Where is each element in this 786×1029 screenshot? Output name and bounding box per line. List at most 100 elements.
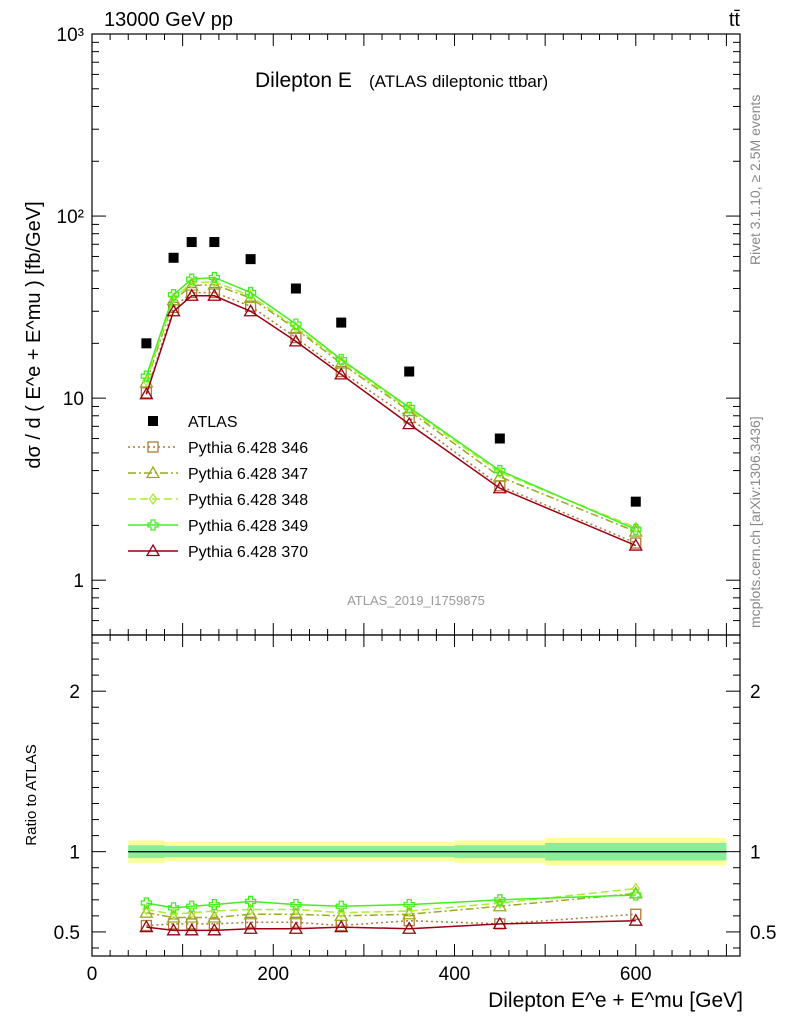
point-p348	[404, 403, 414, 416]
ratio-series-p370	[139, 913, 643, 936]
ratio-point-p349	[335, 900, 347, 912]
ratio-point-p349	[290, 898, 302, 911]
legend-item-atlas: ATLAS	[148, 414, 238, 431]
x-tick-label: 0	[87, 964, 98, 985]
ratio-line-p346	[146, 913, 636, 927]
ratio-point-p349	[630, 889, 642, 901]
x-tick-label: 400	[439, 964, 471, 985]
ratio-point-p370	[334, 919, 349, 933]
ratio-point-p370	[139, 919, 154, 933]
ratio-y-tick-label-right: 1	[750, 843, 761, 864]
point-p370	[402, 416, 417, 430]
point-atlas	[141, 338, 152, 349]
legend-label: Pythia 6.428 346	[188, 440, 308, 457]
legend-marker	[145, 543, 161, 557]
y-tick-label: 10³	[57, 25, 84, 46]
x-axis-label: Dilepton E^e + E^mu [GeV]	[488, 989, 743, 1012]
ratio-point-p347	[184, 910, 199, 923]
ratio-y-tick-label: 1	[69, 843, 80, 864]
line-p347	[145, 283, 637, 533]
ratio-point-p347	[139, 905, 154, 918]
beam-label: 13000 GeV pp	[104, 9, 233, 31]
point-p370	[139, 386, 154, 400]
point-p349	[494, 464, 506, 477]
ratio-point-p347	[288, 906, 304, 920]
ratio-point-p346	[630, 908, 642, 920]
x-tick-label: 200	[257, 964, 289, 985]
point-atlas	[336, 317, 347, 328]
rivet-version-label: Rivet 3.1.10, ≥ 2.5M events	[747, 95, 763, 265]
point-p370	[243, 303, 258, 317]
ratio-point-p348	[631, 882, 641, 895]
point-p370	[628, 538, 643, 551]
ratio-series-p349	[140, 889, 642, 914]
legend-item-p346: Pythia 6.428 346	[128, 440, 308, 457]
ratio-point-p349	[167, 902, 180, 914]
legend-item-p347: Pythia 6.428 347	[128, 465, 308, 483]
ratio-point-p349	[403, 898, 415, 911]
legend-label: Pythia 6.428 349	[188, 518, 308, 535]
legend-marker	[148, 416, 158, 426]
legend-marker	[148, 492, 158, 506]
ratio-point-p370	[402, 921, 417, 934]
legend-label: ATLAS	[188, 414, 238, 431]
main-panel: 1 10 10² 10³ Dilepton E (ATLAS dileptonic t…	[23, 25, 741, 636]
ratio-point-p370	[166, 923, 181, 936]
legend-marker	[147, 441, 159, 453]
legend-label: Pythia 6.428 347	[188, 466, 308, 483]
point-p349	[244, 286, 257, 299]
point-p348	[336, 354, 346, 368]
ratio-point-p349	[244, 895, 257, 908]
ratio-point-p370	[207, 923, 222, 936]
point-p370	[492, 480, 507, 494]
point-p370	[334, 367, 349, 380]
point-atlas	[630, 496, 641, 507]
ratio-point-p370	[628, 913, 643, 926]
point-p370	[288, 334, 304, 347]
ratio-line-p348	[146, 887, 636, 916]
y-tick-label: 1	[73, 571, 84, 592]
ratio-point-p347	[492, 898, 507, 912]
ratio-series-p348	[142, 882, 641, 921]
chart-subtitle: (ATLAS dileptonic ttbar)	[369, 72, 548, 91]
mcplots-source-label: mcplots.cern.ch [arXiv:1306.3436]	[747, 416, 763, 628]
point-p370	[184, 288, 199, 301]
ratio-point-p347	[243, 906, 258, 920]
ratio-y-axis-label: Ratio to ATLAS	[23, 744, 40, 845]
ratio-point-p349	[186, 900, 198, 912]
line-p349	[145, 276, 637, 531]
series-atlas	[141, 237, 641, 507]
ratio-y-tick-label: 2	[69, 682, 80, 703]
legend-label: Pythia 6.428 370	[188, 544, 308, 561]
y-tick-label: 10	[63, 389, 84, 410]
ratio-line-p347	[146, 892, 636, 919]
ratio-point-p346	[244, 916, 257, 928]
series-p349	[140, 271, 642, 536]
ratio-point-p370	[243, 921, 258, 934]
ratio-point-p346	[208, 918, 220, 930]
legend-item-p349: Pythia 6.428 349	[128, 518, 308, 535]
legend-label: Pythia 6.428 348	[188, 492, 308, 509]
ratio-line-p370	[146, 919, 636, 932]
point-atlas	[404, 366, 415, 377]
legend-marker	[147, 519, 159, 531]
main-y-axis-label: dσ / d ( E^e + E^mu ) [fb/GeV]	[23, 201, 45, 468]
point-atlas	[494, 433, 505, 444]
ratio-panel: 0.5 0.5 1 1 2 2 0 200 400 600 Ratio to ATLAS Dile…	[23, 634, 776, 1012]
point-atlas	[245, 254, 256, 265]
x-tick-label: 600	[620, 964, 652, 985]
ratio-point-p346	[290, 916, 302, 928]
ratio-point-p370	[492, 916, 507, 930]
point-p349	[335, 353, 347, 366]
ratio-point-p349	[208, 898, 220, 911]
analysis-label: ATLAS_2019_I1759875	[347, 593, 485, 608]
point-atlas	[168, 252, 179, 263]
point-atlas	[186, 237, 197, 248]
ratio-frame	[91, 634, 741, 957]
ratio-y-tick-label: 0.5	[54, 923, 80, 944]
ratio-point-p349	[140, 897, 153, 909]
ratio-point-p370	[288, 921, 304, 934]
legend-item-p348: Pythia 6.428 348	[128, 492, 308, 509]
series-p370	[139, 288, 643, 551]
ratio-point-p349	[494, 894, 506, 906]
